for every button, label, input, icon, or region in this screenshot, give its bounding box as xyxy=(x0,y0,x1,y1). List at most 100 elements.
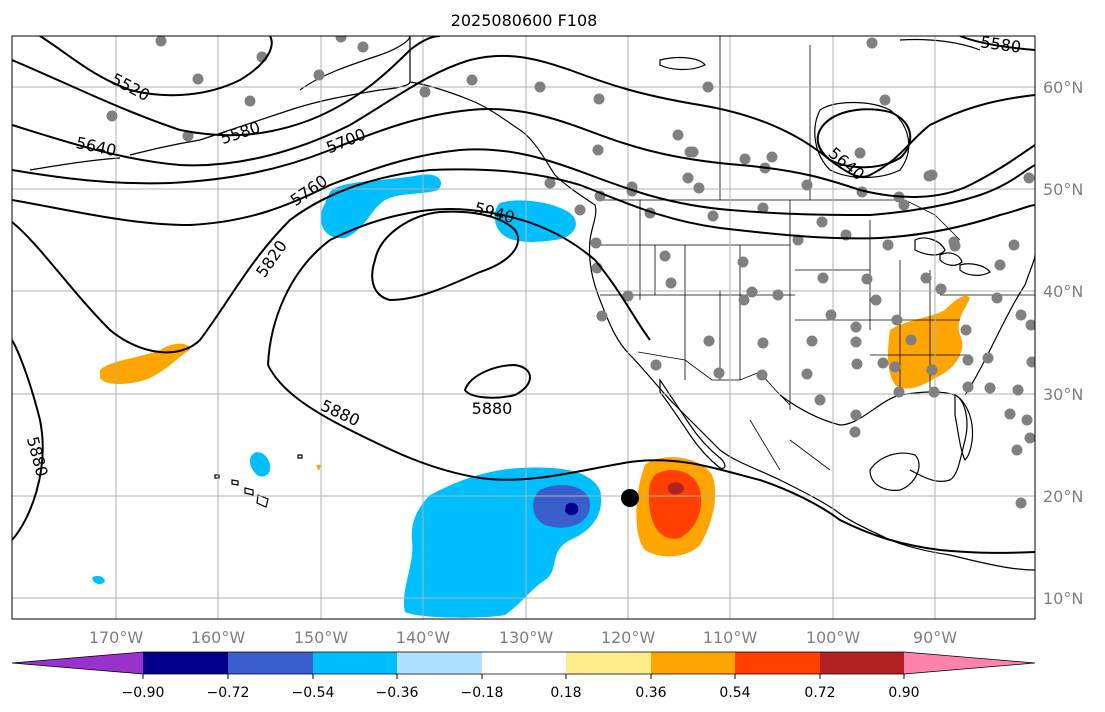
colorbar-tick-label: 0.72 xyxy=(804,685,835,701)
colorbar-tick-label: 0.36 xyxy=(635,685,666,701)
station-dot xyxy=(870,294,882,306)
station-dot xyxy=(866,37,878,49)
colorbar: −0.90 −0.72 −0.54 −0.36 −0.18 0.18 0.36 … xyxy=(11,651,1036,701)
positive-anomaly-mexico-core xyxy=(668,482,685,495)
station-dot xyxy=(739,153,751,165)
contour-5520 xyxy=(39,36,273,97)
lon-label: 140°W xyxy=(396,628,451,647)
colorbar-tick-label: 0.54 xyxy=(719,685,750,701)
station-dot xyxy=(466,74,478,86)
station-dot xyxy=(756,369,768,381)
station-dot xyxy=(596,310,608,322)
station-dot xyxy=(192,73,204,85)
station-dot xyxy=(1015,497,1027,509)
station-dot xyxy=(682,172,694,184)
lon-label: 110°W xyxy=(703,628,758,647)
station-dot xyxy=(814,394,826,406)
contour-5760 xyxy=(12,148,1035,227)
station-dot xyxy=(757,202,769,214)
station-dot xyxy=(707,210,719,222)
lat-label: 40°N xyxy=(1043,282,1083,301)
station-dot xyxy=(155,36,167,47)
station-dot xyxy=(850,409,862,421)
station-dot xyxy=(1021,414,1033,426)
station-dot xyxy=(106,110,118,122)
station-dot xyxy=(574,204,586,216)
station-dot xyxy=(905,334,917,346)
station-dot xyxy=(889,361,901,373)
station-dot xyxy=(816,216,828,228)
colorbar-segment xyxy=(397,652,482,674)
station-dot xyxy=(182,130,194,142)
station-dot xyxy=(861,273,873,285)
station-dot xyxy=(849,426,861,438)
station-dot xyxy=(882,239,894,251)
lon-label: 90°W xyxy=(913,628,957,647)
colorbar-segment xyxy=(735,652,820,674)
colorbar-tick-label: −0.90 xyxy=(122,685,165,701)
colorbar-segment xyxy=(904,652,1035,674)
negative-anomaly-tropical-inner xyxy=(533,485,590,528)
contour-label-5580-east: 5580 xyxy=(979,32,1022,56)
lon-label: 150°W xyxy=(294,628,349,647)
station-dot xyxy=(792,234,804,246)
station-dot xyxy=(746,286,758,298)
colorbar-tick-label: −0.72 xyxy=(207,685,250,701)
station-dot xyxy=(850,321,862,333)
station-dot xyxy=(854,147,866,159)
lon-label: 130°W xyxy=(499,628,554,647)
coastlines xyxy=(29,36,1035,571)
contour-5880-south xyxy=(267,364,1035,554)
station-dot xyxy=(850,336,862,348)
station-dot xyxy=(928,386,940,398)
contour-5820 xyxy=(12,168,1035,354)
colorbar-tick-label: −0.36 xyxy=(376,685,419,701)
lon-label: 100°W xyxy=(806,628,861,647)
negative-anomaly-tropical-core xyxy=(565,502,579,516)
station-dot xyxy=(592,144,604,156)
colorbar-segment xyxy=(12,652,143,674)
positive-anomaly-small-dot xyxy=(316,465,321,471)
station-dot xyxy=(991,292,1003,304)
positive-anomaly-west-pacific xyxy=(100,343,191,384)
colorbar-tick-label: −0.54 xyxy=(292,685,335,701)
station-dot xyxy=(851,358,863,370)
station-dot xyxy=(703,335,715,347)
station-dot xyxy=(926,169,938,181)
colorbar-segment xyxy=(313,652,397,674)
station-dot xyxy=(806,335,818,347)
negative-anomaly-hawaii xyxy=(249,452,271,477)
lat-label: 50°N xyxy=(1043,180,1083,199)
station-dot xyxy=(738,294,750,306)
station-dot xyxy=(926,364,938,376)
colorbar-segment xyxy=(566,652,651,674)
station-dot xyxy=(994,259,1006,271)
station-dot xyxy=(982,352,994,364)
positive-anomaly-mexico-inner xyxy=(648,470,702,539)
station-dot xyxy=(693,182,705,194)
station-dot xyxy=(757,337,769,349)
contour-5880-closed xyxy=(463,363,531,399)
station-dot xyxy=(960,324,972,336)
station-dot xyxy=(898,199,910,211)
colorbar-segment xyxy=(482,652,566,674)
contour-5580-west xyxy=(12,36,441,137)
contour-5640-closed xyxy=(816,108,912,169)
contour-5580-northeast xyxy=(959,36,1035,51)
station-dot xyxy=(877,357,889,369)
lat-label: 10°N xyxy=(1043,589,1083,608)
station-dot xyxy=(702,81,714,93)
station-dot xyxy=(1012,384,1024,396)
contour-5880-main xyxy=(12,339,44,541)
station-dot xyxy=(593,93,605,105)
station-dot xyxy=(244,95,256,107)
negative-anomaly-gulf-alaska xyxy=(320,174,441,239)
station-dot xyxy=(948,236,960,248)
lat-label: 60°N xyxy=(1043,78,1083,97)
longitude-labels: 170°W 160°W 150°W 140°W 130°W 120°W 110°… xyxy=(89,628,957,647)
lat-label: 30°N xyxy=(1043,385,1083,404)
station-dot xyxy=(1008,239,1020,251)
latitude-labels: 60°N 50°N 40°N 30°N 20°N 10°N xyxy=(1043,78,1083,608)
station-dot xyxy=(622,290,634,302)
